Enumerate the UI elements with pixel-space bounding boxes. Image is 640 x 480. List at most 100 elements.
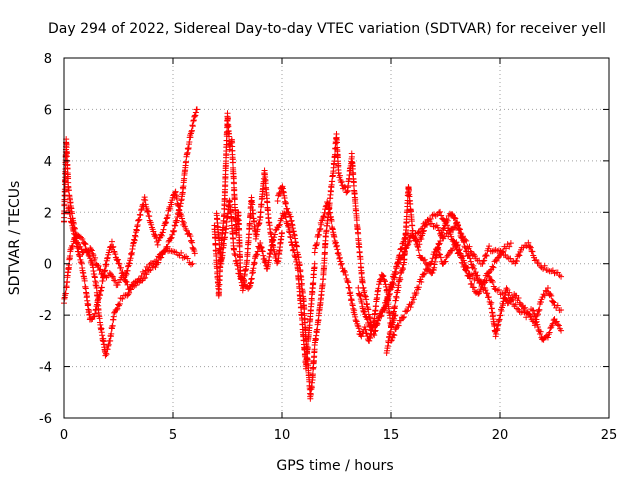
data-point: [92, 307, 99, 314]
data-point: [159, 229, 166, 236]
data-point: [109, 322, 116, 329]
data-point: [167, 205, 174, 212]
data-point: [421, 256, 428, 263]
data-point: [437, 238, 444, 245]
data-point: [320, 212, 327, 219]
data-point: [159, 251, 166, 258]
data-point: [404, 230, 411, 237]
data-point: [95, 296, 102, 303]
data-point: [403, 308, 410, 315]
data-point: [500, 302, 507, 309]
data-point: [393, 294, 400, 301]
data-point: [540, 265, 547, 272]
data-point: [471, 253, 478, 260]
data-point: [142, 267, 149, 274]
data-point: [191, 250, 198, 257]
data-point: [397, 276, 404, 283]
data-point: [338, 260, 345, 267]
data-point: [459, 259, 466, 266]
data-point: [420, 227, 427, 234]
data-point: [116, 260, 123, 267]
data-point: [341, 183, 348, 190]
data-point: [155, 237, 162, 244]
data-point: [335, 251, 342, 258]
data-point: [173, 217, 180, 224]
data-point: [109, 244, 116, 251]
data-point: [119, 295, 126, 302]
data-point: [530, 307, 537, 314]
data-point: [85, 252, 92, 259]
data-point: [259, 247, 266, 254]
data-point: [505, 292, 512, 299]
data-point: [232, 252, 239, 259]
data-point: [160, 226, 167, 233]
data-point: [371, 328, 378, 335]
data-point: [82, 241, 89, 248]
data-point: [126, 260, 133, 267]
data-point: [216, 286, 223, 293]
data-point: [420, 228, 427, 235]
data-point: [119, 269, 126, 276]
data-point: [66, 261, 73, 268]
y-tick-label: -2: [39, 309, 52, 324]
data-point: [108, 273, 115, 280]
data-point: [472, 269, 479, 276]
data-point: [105, 342, 112, 349]
data-point: [482, 252, 489, 259]
data-point: [400, 238, 407, 245]
data-point: [97, 266, 104, 273]
data-point: [142, 197, 149, 204]
data-point: [72, 235, 79, 242]
data-point: [114, 282, 121, 289]
data-point: [486, 243, 493, 250]
data-point: [84, 249, 91, 256]
data-point: [274, 198, 281, 205]
data-point: [338, 179, 345, 186]
data-point: [391, 303, 398, 310]
data-point: [395, 322, 402, 329]
axis-ticks: 0 5 10 15 20 25 -6 -4 -2 0 2 4 6 8: [39, 52, 617, 443]
y-tick-label: -6: [39, 412, 52, 427]
data-point: [356, 292, 363, 299]
data-point: [318, 221, 325, 228]
data-point: [289, 247, 296, 254]
data-point: [533, 256, 540, 263]
data-point: [124, 267, 131, 274]
data-point: [104, 346, 111, 353]
data-point: [444, 222, 451, 229]
data-point: [258, 201, 265, 208]
data-point: [248, 275, 255, 282]
data-point: [471, 265, 478, 272]
data-point: [259, 248, 266, 255]
data-point: [353, 318, 360, 325]
data-point: [442, 258, 449, 265]
data-point: [470, 284, 477, 291]
data-point: [482, 287, 489, 294]
data-point: [112, 277, 119, 284]
data-point: [333, 243, 340, 250]
data-point: [310, 280, 317, 287]
data-point: [271, 234, 278, 241]
data-point: [93, 306, 100, 313]
data-point: [110, 273, 117, 280]
data-point: [220, 242, 227, 249]
data-point: [142, 274, 149, 281]
data-point: [145, 266, 152, 273]
data-point: [73, 243, 80, 250]
x-tick-label: 20: [492, 428, 509, 443]
data-point: [531, 322, 538, 329]
data-point: [466, 252, 473, 259]
grid-lines: [64, 58, 609, 418]
data-point: [341, 269, 348, 276]
data-point: [105, 341, 112, 348]
data-point: [334, 250, 341, 257]
data-point: [467, 275, 474, 282]
data-point: [535, 308, 542, 315]
data-point: [334, 246, 341, 253]
data-point: [428, 220, 435, 227]
data-point: [282, 200, 289, 207]
data-point: [448, 233, 455, 240]
data-point: [281, 210, 288, 217]
data-point: [550, 299, 557, 306]
